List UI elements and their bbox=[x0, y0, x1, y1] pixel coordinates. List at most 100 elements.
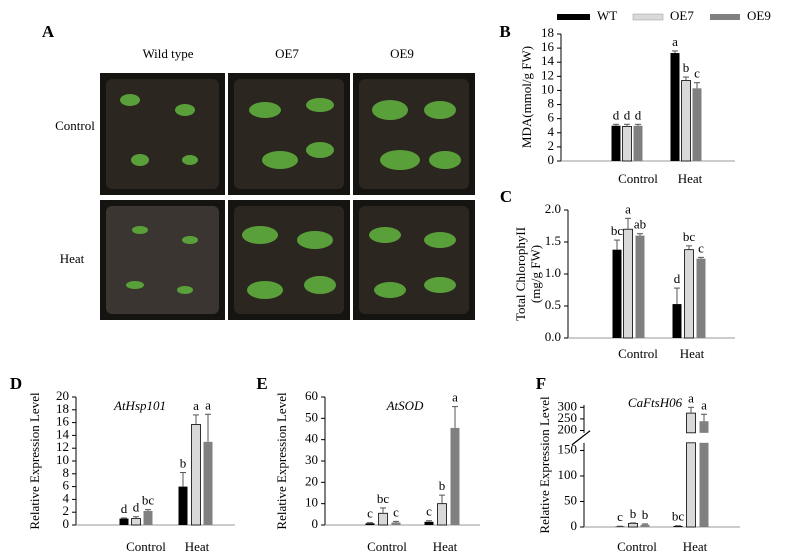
y-tick-label: 12 bbox=[56, 439, 69, 454]
x-tick-label: Control bbox=[617, 539, 657, 554]
bar bbox=[673, 525, 683, 527]
significance-label: b bbox=[180, 456, 187, 471]
bar bbox=[612, 249, 622, 338]
legend-swatch-outline bbox=[632, 13, 664, 21]
photos bbox=[100, 73, 475, 320]
y-tick-label: 0.5 bbox=[545, 297, 561, 312]
y-tick-label: 4 bbox=[63, 490, 70, 505]
x-tick-label: Heat bbox=[683, 539, 708, 554]
chart-title: AtHsp101 bbox=[113, 398, 166, 413]
y-tick-label: 16 bbox=[541, 39, 555, 54]
y-tick-label: 50 bbox=[564, 492, 577, 507]
significance-label: bc bbox=[611, 223, 624, 238]
significance-label: d bbox=[635, 107, 642, 122]
panel-label: F bbox=[536, 374, 546, 393]
significance-label: bc bbox=[142, 493, 155, 508]
y-axis-label: Relative Expression Level bbox=[537, 396, 552, 534]
significance-label: d bbox=[674, 271, 681, 286]
significance-label: c bbox=[694, 66, 700, 81]
significance-label: c bbox=[426, 504, 432, 519]
significance-label: a bbox=[672, 34, 678, 49]
bar bbox=[623, 228, 633, 339]
bar bbox=[628, 523, 638, 528]
chart-title: CaFtsH06 bbox=[628, 395, 683, 410]
y-tick-label: 100 bbox=[558, 467, 578, 482]
y-axis-label: Relative Expression Level bbox=[274, 392, 289, 530]
bar bbox=[670, 53, 680, 161]
y-axis-label: Relative Expression Level bbox=[27, 392, 42, 530]
y-tick-label: 20 bbox=[305, 473, 318, 488]
bar bbox=[699, 442, 709, 527]
significance-label: a bbox=[625, 201, 631, 216]
y-tick-label: 150 bbox=[558, 441, 578, 456]
y-tick-label: 6 bbox=[548, 110, 555, 125]
y-tick-label: 200 bbox=[558, 421, 578, 436]
significance-label: ab bbox=[634, 217, 646, 232]
significance-label: a bbox=[688, 390, 694, 405]
significance-label: a bbox=[452, 390, 458, 405]
y-tick-label: 10 bbox=[305, 495, 318, 510]
bar bbox=[119, 518, 129, 525]
column-label: Wild type bbox=[142, 46, 193, 61]
x-tick-label: Control bbox=[367, 539, 407, 554]
axis-break bbox=[571, 430, 591, 446]
y-tick-label: 2 bbox=[548, 138, 555, 153]
y-tick-label: 2.0 bbox=[545, 201, 561, 216]
bar bbox=[131, 518, 141, 526]
bar bbox=[672, 304, 682, 338]
y-tick-label: 0 bbox=[571, 518, 578, 533]
significance-label: b bbox=[439, 478, 446, 493]
y-tick-label: 16 bbox=[56, 414, 70, 429]
significance-label: a bbox=[205, 397, 211, 412]
bar bbox=[699, 421, 709, 433]
bar bbox=[684, 249, 694, 339]
column-label: OE9 bbox=[390, 46, 414, 61]
significance-label: c bbox=[393, 504, 399, 519]
column-label: OE7 bbox=[275, 46, 299, 61]
y-tick-label: 6 bbox=[63, 478, 70, 493]
significance-label: a bbox=[193, 398, 199, 413]
legend-label: OE9 bbox=[747, 8, 771, 23]
bar bbox=[696, 258, 706, 338]
bar bbox=[622, 126, 632, 162]
bar bbox=[640, 524, 650, 527]
bar bbox=[681, 80, 691, 162]
x-tick-label: Control bbox=[618, 171, 658, 186]
panel-label: A bbox=[42, 22, 55, 41]
bar bbox=[686, 412, 696, 434]
y-tick-label: 250 bbox=[558, 410, 578, 425]
y-tick-label: 40 bbox=[305, 431, 318, 446]
bar bbox=[178, 486, 188, 525]
x-tick-label: Heat bbox=[185, 539, 210, 554]
panel-label: B bbox=[499, 22, 510, 41]
x-tick-label: Control bbox=[618, 346, 658, 361]
bar bbox=[633, 125, 643, 161]
y-tick-label: 30 bbox=[305, 452, 318, 467]
x-tick-label: Heat bbox=[433, 539, 458, 554]
bar bbox=[635, 235, 645, 338]
bar bbox=[378, 512, 388, 526]
y-axis-label: (mg/g FW) bbox=[528, 245, 543, 303]
y-axis-label: Total ChlorophyII bbox=[513, 227, 528, 321]
bar bbox=[424, 521, 434, 525]
y-tick-label: 0 bbox=[312, 516, 319, 531]
x-tick-label: Control bbox=[126, 539, 166, 554]
bar bbox=[437, 503, 447, 526]
significance-label: d bbox=[624, 107, 631, 122]
significance-label: b bbox=[642, 507, 649, 522]
bar bbox=[391, 522, 401, 525]
significance-label: bc bbox=[672, 509, 685, 524]
y-tick-label: 50 bbox=[305, 409, 318, 424]
row-label: Control bbox=[55, 118, 95, 133]
y-axis-label: MDA(mmol/g FW) bbox=[519, 46, 534, 148]
bar bbox=[191, 424, 201, 526]
y-tick-label: 14 bbox=[541, 53, 555, 68]
y-tick-label: 8 bbox=[63, 465, 70, 480]
significance-label: c bbox=[698, 240, 704, 255]
bar bbox=[615, 526, 625, 527]
y-tick-label: 300 bbox=[558, 398, 578, 413]
bar bbox=[611, 125, 621, 161]
panel-label: C bbox=[500, 187, 512, 206]
significance-label: c bbox=[367, 506, 373, 521]
